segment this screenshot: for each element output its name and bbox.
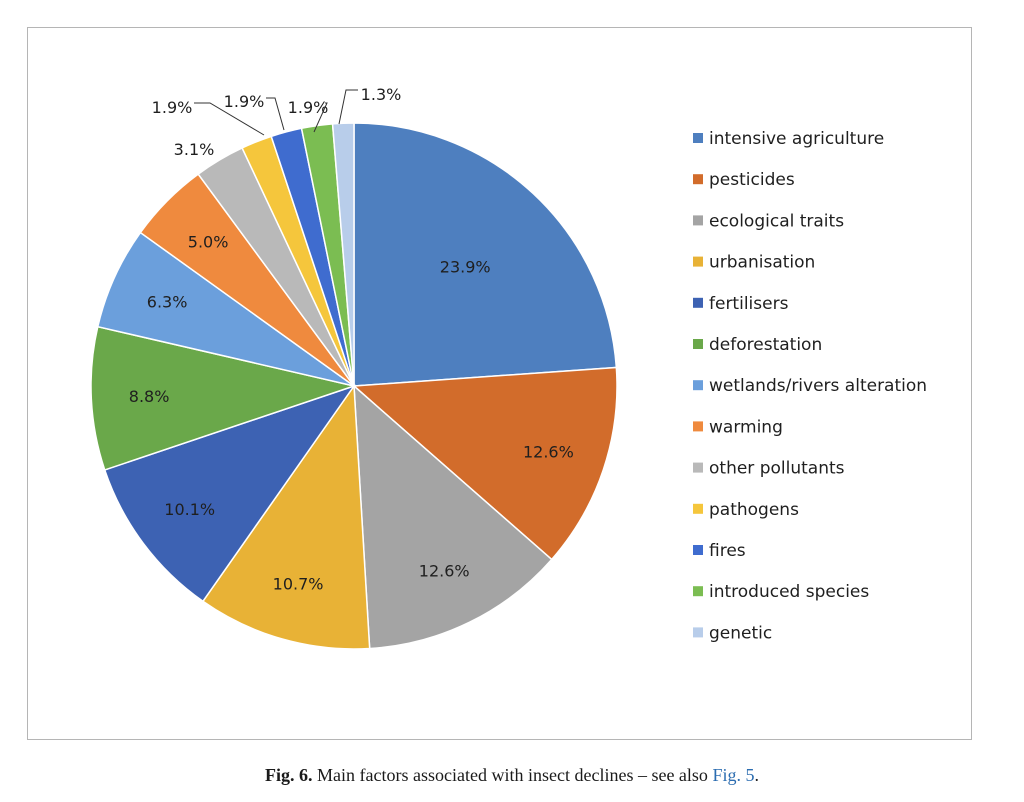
pie-slices bbox=[90, 122, 618, 650]
legend-label: deforestation bbox=[709, 335, 822, 355]
slice-label: 8.8% bbox=[129, 387, 170, 406]
legend-swatch bbox=[693, 339, 703, 349]
legend-swatch bbox=[693, 586, 703, 597]
legend-swatch bbox=[693, 503, 703, 514]
legend-swatch bbox=[693, 256, 703, 267]
slice-label: 12.6% bbox=[419, 561, 470, 580]
legend-swatch bbox=[693, 380, 703, 391]
pie-slice-fertilisers bbox=[103, 384, 356, 603]
leader-line bbox=[266, 97, 285, 131]
slice-label: 10.7% bbox=[273, 574, 324, 593]
figure-caption: Fig. 6. Main factors associated with ins… bbox=[0, 765, 1024, 786]
legend-label: warming bbox=[709, 417, 783, 437]
pie-slice-pesticides bbox=[352, 366, 618, 561]
legend-label: urbanisation bbox=[709, 253, 815, 273]
slice-label: 1.9% bbox=[152, 98, 193, 117]
legend: intensive agriculture pesticides ecologica… bbox=[693, 129, 927, 643]
caption-end: . bbox=[754, 765, 759, 785]
legend-swatch bbox=[693, 462, 703, 473]
slice-label: 10.1% bbox=[164, 500, 215, 519]
pie-slice-deforestation bbox=[90, 325, 357, 471]
legend-label: intensive agriculture bbox=[709, 129, 884, 149]
legend-label: pathogens bbox=[709, 500, 799, 520]
legend-swatch bbox=[693, 297, 703, 308]
leader-lines bbox=[194, 89, 358, 136]
legend-label: other pollutants bbox=[709, 459, 845, 479]
slice-label: 1.9% bbox=[224, 92, 265, 111]
caption-text: Main factors associated with insect decl… bbox=[312, 765, 713, 785]
legend-label: ecological traits bbox=[709, 211, 844, 231]
legend-label: genetic bbox=[709, 623, 772, 643]
slice-label: 6.3% bbox=[147, 292, 188, 311]
legend-swatch bbox=[693, 421, 703, 432]
legend-label: introduced species bbox=[709, 582, 869, 602]
legend-label: wetlands/rivers alteration bbox=[709, 376, 927, 396]
caption-fig5-link[interactable]: Fig. 5 bbox=[712, 765, 755, 785]
legend-swatch bbox=[693, 174, 703, 185]
slice-label: 5.0% bbox=[188, 233, 229, 252]
pie-slice-urbanisation bbox=[201, 383, 371, 650]
pie-slice-intensive-agriculture bbox=[353, 122, 618, 387]
legend-label: fertilisers bbox=[709, 294, 789, 314]
pie-slice-genetic bbox=[331, 122, 355, 387]
legend-swatch bbox=[693, 215, 703, 226]
legend-swatch bbox=[693, 627, 703, 638]
legend-swatch bbox=[693, 545, 703, 555]
caption-fig-number: Fig. 6. bbox=[265, 765, 313, 785]
leader-line bbox=[313, 102, 328, 133]
slice-label: 23.9% bbox=[440, 258, 491, 277]
pie-chart: 23.9% 12.6% 12.6% 10.7% 10.1% 8.8% 6.3% 5.0% 3.1… bbox=[90, 85, 927, 650]
legend-label: fires bbox=[709, 541, 746, 561]
leader-line bbox=[338, 89, 358, 125]
figure-frame: 23.9% 12.6% 12.6% 10.7% 10.1% 8.8% 6.3% 5.0% 3.1… bbox=[27, 27, 972, 740]
slice-label: 3.1% bbox=[174, 140, 215, 159]
slice-label: 12.6% bbox=[523, 443, 574, 462]
slice-label: 1.9% bbox=[288, 98, 329, 117]
pie-slice-ecological-traits bbox=[353, 384, 553, 650]
leader-line bbox=[194, 102, 265, 136]
slice-label: 1.3% bbox=[361, 85, 402, 104]
legend-swatch bbox=[693, 133, 703, 143]
slice-labels: 23.9% 12.6% 12.6% 10.7% 10.1% 8.8% 6.3% 5.0% 3.1… bbox=[129, 85, 574, 593]
legend-label: pesticides bbox=[709, 170, 795, 190]
